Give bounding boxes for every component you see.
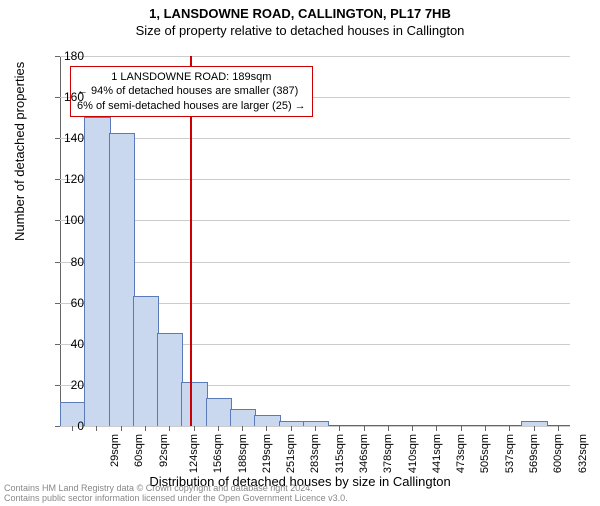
- xtick-mark: [436, 426, 437, 431]
- bar: [279, 421, 305, 426]
- xtick-mark: [194, 426, 195, 431]
- ytick-label: 160: [44, 90, 84, 104]
- chart-container: 1 LANSDOWNE ROAD: 189sqm← 94% of detache…: [60, 56, 570, 426]
- xtick-mark: [509, 426, 510, 431]
- xtick-label: 632sqm: [577, 434, 589, 473]
- xtick-mark: [218, 426, 219, 431]
- xtick-mark: [558, 426, 559, 431]
- xtick-mark: [291, 426, 292, 431]
- xtick-label: 219sqm: [261, 434, 273, 473]
- bar: [521, 421, 547, 426]
- bar: [230, 409, 256, 426]
- gridline: [60, 262, 570, 263]
- bar: [157, 333, 183, 427]
- xtick-label: 569sqm: [528, 434, 540, 473]
- bar: [84, 117, 110, 426]
- xtick-mark: [266, 426, 267, 431]
- xtick-label: 29sqm: [109, 434, 121, 467]
- xtick-label: 156sqm: [212, 434, 224, 473]
- annotation-box: 1 LANSDOWNE ROAD: 189sqm← 94% of detache…: [70, 66, 313, 117]
- ytick-label: 60: [44, 296, 84, 310]
- chart-title-sub: Size of property relative to detached ho…: [0, 23, 600, 38]
- annotation-line: ← 94% of detached houses are smaller (38…: [77, 84, 306, 98]
- xtick-label: 378sqm: [382, 434, 394, 473]
- xtick-label: 124sqm: [188, 434, 200, 473]
- bar: [133, 296, 159, 427]
- xtick-mark: [96, 426, 97, 431]
- footer-line-2: Contains public sector information licen…: [4, 494, 348, 504]
- ytick-label: 40: [44, 337, 84, 351]
- bar: [109, 133, 135, 426]
- ytick-label: 80: [44, 255, 84, 269]
- xtick-label: 505sqm: [480, 434, 492, 473]
- xtick-label: 441sqm: [431, 434, 443, 473]
- ytick-label: 140: [44, 131, 84, 145]
- ytick-label: 0: [44, 419, 84, 433]
- footer-attribution: Contains HM Land Registry data © Crown c…: [4, 484, 348, 504]
- xtick-mark: [412, 426, 413, 431]
- xtick-label: 188sqm: [237, 434, 249, 473]
- xtick-mark: [364, 426, 365, 431]
- bar: [254, 415, 280, 426]
- xtick-mark: [242, 426, 243, 431]
- xtick-label: 410sqm: [407, 434, 419, 473]
- ytick-label: 120: [44, 172, 84, 186]
- xtick-label: 251sqm: [285, 434, 297, 473]
- xtick-label: 346sqm: [358, 434, 370, 473]
- xtick-label: 473sqm: [455, 434, 467, 473]
- bar: [181, 382, 207, 426]
- xtick-mark: [145, 426, 146, 431]
- gridline: [60, 138, 570, 139]
- ytick-label: 20: [44, 378, 84, 392]
- xtick-label: 315sqm: [334, 434, 346, 473]
- ytick-label: 180: [44, 49, 84, 63]
- xtick-mark: [461, 426, 462, 431]
- y-axis-line: [60, 56, 61, 426]
- xtick-label: 92sqm: [158, 434, 170, 467]
- xtick-label: 60sqm: [133, 434, 145, 467]
- xtick-label: 283sqm: [310, 434, 322, 473]
- ytick-label: 100: [44, 213, 84, 227]
- y-axis-label: Number of detached properties: [12, 62, 27, 241]
- xtick-label: 600sqm: [552, 434, 564, 473]
- xtick-label: 537sqm: [504, 434, 516, 473]
- gridline: [60, 220, 570, 221]
- gridline: [60, 56, 570, 57]
- xtick-mark: [388, 426, 389, 431]
- xtick-mark: [169, 426, 170, 431]
- plot-area: 1 LANSDOWNE ROAD: 189sqm← 94% of detache…: [60, 56, 570, 426]
- xtick-mark: [315, 426, 316, 431]
- annotation-line: 6% of semi-detached houses are larger (2…: [77, 99, 306, 113]
- xtick-mark: [121, 426, 122, 431]
- xtick-mark: [339, 426, 340, 431]
- xtick-mark: [534, 426, 535, 431]
- xtick-mark: [485, 426, 486, 431]
- chart-title-main: 1, LANSDOWNE ROAD, CALLINGTON, PL17 7HB: [0, 6, 600, 21]
- bar: [206, 398, 232, 426]
- gridline: [60, 179, 570, 180]
- annotation-line: 1 LANSDOWNE ROAD: 189sqm: [77, 70, 306, 84]
